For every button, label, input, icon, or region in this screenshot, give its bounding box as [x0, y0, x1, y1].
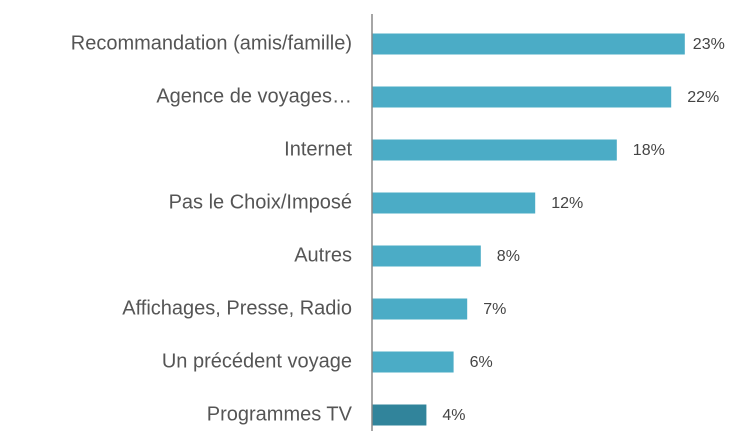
bar [372, 33, 685, 55]
bar [372, 192, 536, 214]
category-label: Recommandation (amis/famille) [71, 32, 352, 54]
category-label: Internet [284, 138, 352, 160]
value-label: 12% [551, 195, 583, 212]
value-label: 22% [687, 89, 719, 106]
bar [372, 86, 672, 108]
category-label: Affichages, Presse, Radio [122, 297, 352, 319]
value-label: 7% [483, 301, 506, 318]
value-label: 6% [470, 354, 493, 371]
bar [372, 351, 454, 373]
value-label: 18% [633, 142, 665, 159]
bar [372, 139, 617, 161]
category-label: Programmes TV [207, 403, 353, 425]
bar [372, 298, 468, 320]
bar [372, 245, 481, 267]
bar [372, 404, 427, 426]
category-label: Pas le Choix/Imposé [169, 191, 352, 213]
category-label: Un précédent voyage [162, 350, 352, 372]
value-label: 23% [693, 36, 725, 53]
value-label: 4% [442, 407, 465, 424]
category-label: Autres [294, 244, 352, 266]
value-label: 8% [497, 248, 520, 265]
category-label: Agence de voyages… [156, 85, 352, 107]
